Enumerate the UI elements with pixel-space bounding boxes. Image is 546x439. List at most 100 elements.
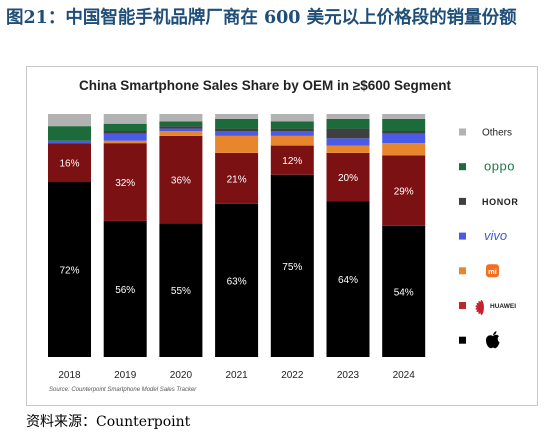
svg-text:mi: mi [488, 267, 497, 276]
bar-segment-huawei-2021 [215, 152, 259, 204]
legend-item-huawei: HUAWEI [459, 299, 516, 316]
svg-text:HUAWEI: HUAWEI [490, 303, 516, 310]
bar-segment-honor-2024 [382, 131, 426, 134]
legend-item-apple [459, 331, 500, 349]
chart-footnote: Source: Counterpoint Smartphone Model Sa… [49, 387, 197, 393]
bar-segment-xiaomi-2021 [215, 135, 259, 153]
figure-title: 图21：中国智能手机品牌厂商在 600 美元以上价格段的销量份额 [6, 8, 517, 28]
data-label-huawei-2022: 12% [282, 156, 302, 167]
bar-segment-vivo-2021 [215, 131, 259, 136]
bar-segment-oppo-2019 [103, 123, 147, 132]
data-label-apple-2020: 55% [171, 286, 191, 297]
bar-segment-others-2023 [326, 114, 370, 119]
chart-frame: China Smartphone Sales Share by OEM in ≥… [26, 66, 538, 406]
legend-item-vivo: vivo [459, 228, 507, 243]
legend-item-xiaomi: mi [459, 264, 499, 278]
data-label-apple-2019: 56% [115, 285, 135, 296]
data-label-apple-2023: 64% [338, 275, 358, 286]
bar-segment-honor-2023 [326, 128, 370, 139]
bar-segment-honor-2021 [215, 128, 259, 132]
bar-segment-vivo-2023 [326, 138, 370, 146]
bar-segment-xiaomi-2023 [326, 145, 370, 153]
bar-segment-huawei-2019 [103, 143, 147, 221]
bar-segment-vivo-2018 [48, 140, 91, 144]
bar-segment-oppo-2024 [382, 118, 426, 132]
bar-segment-huawei-2018 [48, 143, 91, 183]
bar-segment-honor-2019 [103, 131, 147, 134]
bar-segment-others-2021 [215, 114, 259, 119]
bar-segment-oppo-2023 [326, 118, 370, 129]
data-label-huawei-2023: 20% [338, 173, 358, 184]
bar-segment-huawei-2024 [382, 155, 426, 226]
data-label-apple-2018: 72% [59, 266, 79, 277]
legend-swatch-honor [459, 197, 466, 205]
x-tick-label-2022: 2022 [281, 370, 304, 381]
legend-swatch-xiaomi [459, 267, 466, 275]
bar-segment-others-2020 [159, 114, 203, 122]
oppo-wordmark: oppo [484, 159, 515, 174]
legend-item-honor: HONOR [459, 197, 519, 207]
bar-segment-apple-2024 [382, 225, 426, 357]
x-tick-label-2019: 2019 [114, 370, 137, 381]
bar-segment-apple-2019 [103, 220, 147, 357]
bar-segment-apple-2022 [270, 174, 314, 357]
data-label-huawei-2020: 36% [171, 176, 191, 187]
bar-segment-apple-2020 [159, 223, 203, 357]
bar-segment-vivo-2020 [159, 128, 203, 132]
bar-segment-apple-2018 [48, 182, 91, 357]
bar-segment-huawei-2022 [270, 145, 314, 175]
bar-segment-apple-2023 [326, 201, 370, 357]
legend-item-oppo: oppo [459, 159, 515, 174]
bar-segment-huawei-2023 [326, 152, 370, 202]
x-tick-label-2021: 2021 [225, 370, 248, 381]
bar-segment-apple-2021 [215, 203, 259, 357]
data-label-huawei-2024: 29% [394, 187, 414, 198]
legend-item-others: Others [459, 128, 512, 139]
bar-segment-huawei-2020 [159, 135, 203, 224]
bar-segment-xiaomi-2024 [382, 143, 426, 156]
legend-swatch-vivo [459, 232, 466, 240]
bar-segment-others-2024 [382, 114, 426, 119]
bar-segment-xiaomi-2022 [270, 135, 314, 146]
data-label-huawei-2021: 21% [227, 174, 247, 185]
x-tick-label-2020: 2020 [170, 370, 193, 381]
bar-segment-oppo-2022 [270, 121, 314, 129]
data-label-huawei-2019: 32% [115, 178, 135, 189]
data-labels-layer: 72% 16% 56% 32% 55% 36% 63% 21% 75% 12% 64% 20% 54% 2… [59, 156, 413, 298]
bar-segment-honor-2022 [270, 128, 314, 132]
legend-swatch-huawei [459, 302, 466, 309]
bar-segment-others-2019 [103, 114, 147, 124]
bar-segment-others-2022 [270, 114, 314, 122]
legend: Others oppo HONOR vivo mi HUAWEI [459, 128, 519, 349]
x-axis-ticks: 2018 2019 2020 2021 2022 2023 2024 [58, 370, 415, 381]
bar-segment-vivo-2019 [103, 133, 147, 141]
data-label-huawei-2018: 16% [59, 159, 79, 170]
data-label-apple-2021: 63% [227, 276, 247, 287]
legend-swatch-others [459, 128, 466, 136]
bar-segment-oppo-2018 [48, 126, 91, 141]
bar-segment-others-2018 [48, 114, 91, 127]
bar-segment-honor-2020 [159, 126, 203, 129]
source-line: 资料来源：Counterpoint [26, 414, 191, 430]
x-tick-label-2024: 2024 [393, 370, 416, 381]
bars-layer [48, 114, 426, 357]
bar-segment-xiaomi-2019 [103, 140, 147, 144]
legend-swatch-oppo [459, 163, 466, 171]
data-label-apple-2022: 75% [282, 262, 302, 273]
bar-segment-xiaomi-2020 [159, 131, 203, 136]
bar-segment-vivo-2024 [382, 133, 426, 144]
bar-segment-oppo-2021 [215, 118, 259, 129]
bar-segment-vivo-2022 [270, 131, 314, 136]
vivo-wordmark: vivo [484, 228, 507, 243]
chart-title: China Smartphone Sales Share by OEM in ≥… [79, 78, 452, 93]
apple-logo-icon [486, 331, 500, 349]
honor-wordmark: HONOR [482, 197, 519, 207]
x-tick-label-2018: 2018 [58, 370, 81, 381]
bar-segment-oppo-2020 [159, 121, 203, 127]
xiaomi-logo-icon: mi [486, 264, 499, 278]
legend-label-others: Others [482, 128, 512, 139]
legend-swatch-apple [459, 336, 466, 344]
x-tick-label-2023: 2023 [337, 370, 360, 381]
stacked-bar-chart: China Smartphone Sales Share by OEM in ≥… [48, 78, 519, 393]
huawei-logo-icon: HUAWEI [475, 299, 516, 316]
